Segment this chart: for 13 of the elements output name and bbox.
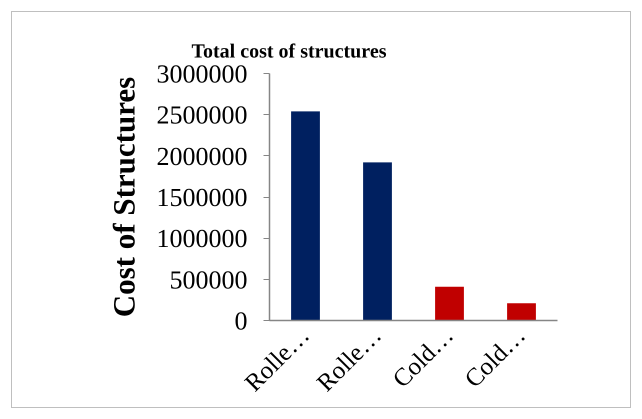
y-tick-label: 500000 <box>170 265 248 294</box>
bar <box>435 286 464 320</box>
y-tick-label: 0 <box>234 306 248 336</box>
y-tick-label: 1000000 <box>156 224 248 254</box>
y-tick-label: 3000000 <box>156 60 248 88</box>
y-tick-label: 1500000 <box>156 183 248 212</box>
y-tick-label: 2500000 <box>156 100 248 130</box>
chart-title: Total cost of structures <box>192 40 387 62</box>
bar <box>291 111 320 320</box>
bar <box>507 303 536 320</box>
bar <box>363 162 392 320</box>
y-axis-title: Cost of Structures <box>106 76 142 318</box>
y-tick-label: 2000000 <box>156 142 248 171</box>
